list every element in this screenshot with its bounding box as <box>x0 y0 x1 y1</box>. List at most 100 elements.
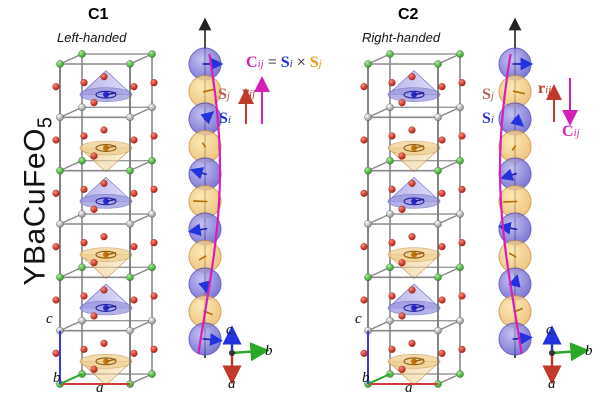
red-atom <box>130 296 138 304</box>
b-axis-edge <box>59 373 83 385</box>
spin-rotation-ring <box>403 250 425 259</box>
red-atom <box>100 233 108 241</box>
c2-cij-label: Cij <box>562 123 580 140</box>
red-atom <box>52 349 60 357</box>
grey-atom <box>148 316 156 325</box>
formula-cij: Cij <box>246 54 264 71</box>
red-atom <box>360 243 368 251</box>
red-atom <box>388 185 396 193</box>
helix-curve <box>197 53 222 355</box>
red-atom <box>458 132 466 140</box>
red-atom <box>438 83 446 91</box>
green-atom <box>364 60 372 68</box>
c1-rij-label: rij <box>242 84 256 101</box>
red-atom <box>150 345 158 353</box>
spin-vector <box>202 88 216 93</box>
spin-arrow <box>105 91 117 96</box>
lattice2-b-label: b <box>362 370 370 386</box>
red-atom <box>80 132 88 140</box>
red-atom <box>408 233 416 241</box>
red-atom <box>438 243 446 251</box>
grey-atom <box>78 316 86 325</box>
red-atom <box>458 239 466 247</box>
red-atom <box>90 312 98 320</box>
green-atom <box>126 60 134 68</box>
green-atom <box>434 166 442 175</box>
red-atom <box>360 349 368 357</box>
lattice-edge <box>367 266 391 278</box>
grey-atom <box>456 103 464 112</box>
green-atom <box>78 50 86 58</box>
lattice2-c-label: c <box>355 311 362 327</box>
grey-atom <box>126 113 134 122</box>
formula-equals: = <box>263 54 281 71</box>
red-atom <box>130 136 138 144</box>
green-atom <box>386 263 394 272</box>
red-atom <box>100 286 108 294</box>
red-atom <box>360 296 368 304</box>
spin-vector <box>503 200 518 203</box>
magnetic-ion <box>103 251 109 258</box>
triad-origin <box>549 350 555 356</box>
spin-rotation-ring <box>95 144 117 152</box>
red-atom <box>52 83 60 91</box>
triad2-b-label: b <box>585 343 593 359</box>
red-atom <box>150 239 158 247</box>
lattice-edge <box>437 160 461 172</box>
red-atom <box>388 345 396 353</box>
red-atom <box>80 79 88 87</box>
green-atom <box>364 273 372 282</box>
spin-rotation-ring <box>403 304 425 312</box>
lattice-edge <box>59 213 83 225</box>
helix-curve <box>498 53 523 355</box>
red-atom <box>388 292 396 300</box>
triad-b-arrow <box>551 342 590 362</box>
red-atom <box>100 126 108 134</box>
green-atom <box>386 50 394 58</box>
red-atom <box>90 365 98 373</box>
red-atom <box>438 296 446 304</box>
spin-arrow <box>105 198 117 203</box>
lattice-edge <box>129 373 153 385</box>
lattice-edge <box>129 160 153 172</box>
grey-atom <box>386 210 394 218</box>
red-atom <box>458 345 466 353</box>
triad1-b-label: b <box>265 343 273 359</box>
spin-rotation-ring <box>403 357 425 366</box>
spin-rotation-ring <box>95 304 117 312</box>
green-atom <box>148 50 156 58</box>
red-atom <box>458 292 466 300</box>
spin-arrow <box>105 251 117 256</box>
red-atom <box>438 136 446 144</box>
grey-atom <box>56 220 64 228</box>
grey-atom <box>386 103 394 112</box>
green-atom <box>434 60 442 68</box>
formula-times: × <box>292 54 310 71</box>
green-atom <box>456 50 464 58</box>
lattice-edge <box>129 213 153 225</box>
spin-vector <box>511 145 517 151</box>
spin-chain-c1 <box>187 17 224 358</box>
spin-rotation-ring <box>95 197 117 206</box>
green-atom <box>456 156 464 165</box>
red-atom <box>408 339 416 347</box>
spin-vector <box>500 168 518 181</box>
spin-vector <box>512 90 526 95</box>
spin-vector <box>508 273 521 288</box>
grey-atom <box>364 220 372 228</box>
red-atom <box>388 239 396 247</box>
spin-vector <box>201 142 207 148</box>
red-atom <box>388 132 396 140</box>
red-atom <box>80 185 88 193</box>
lattice-structure-c2 <box>360 50 466 388</box>
lattice-edge <box>367 320 391 332</box>
grey-atom <box>456 210 464 218</box>
red-atom <box>408 126 416 134</box>
lattice1-c-label: c <box>46 311 53 327</box>
grey-atom <box>456 316 464 325</box>
triad-origin <box>229 350 235 356</box>
lattice-edge <box>437 213 461 225</box>
green-atom <box>56 273 64 282</box>
green-atom <box>148 263 156 272</box>
